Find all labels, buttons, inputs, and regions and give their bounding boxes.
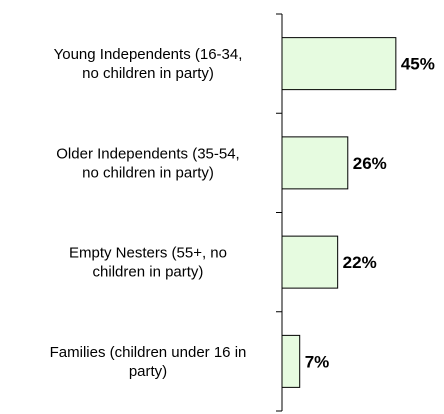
category-label-line: party): [129, 363, 167, 380]
category-label-line: Young Independents (16-34,: [54, 46, 243, 63]
category-label: Empty Nesters (55+, no children in party): [69, 245, 227, 281]
data-label: 22%: [343, 253, 377, 272]
category-label: Families (children under 16 in party): [50, 344, 247, 380]
category-label-line: Empty Nesters (55+, no: [69, 245, 227, 262]
label-layer: 45% Young Independents (16-34, no children…: [50, 46, 435, 380]
category-label-line: children in party): [93, 264, 204, 281]
data-label: 26%: [353, 154, 387, 173]
bar: [281, 136, 349, 190]
category-label: Young Independents (16-34, no children in…: [54, 46, 243, 82]
bar: [281, 235, 339, 289]
bar: [281, 37, 397, 91]
axis-layer: [276, 13, 283, 412]
category-label-line: no children in party): [82, 65, 214, 82]
data-label: 7%: [305, 352, 330, 371]
category-label-line: Families (children under 16 in: [50, 344, 247, 361]
bar: [281, 334, 301, 388]
category-label-line: no children in party): [82, 164, 214, 181]
category-label: Older Independents (35-54, no children in…: [56, 145, 239, 181]
bar-layer: [281, 37, 397, 388]
data-label: 45%: [401, 55, 435, 74]
category-label-line: Older Independents (35-54,: [56, 145, 239, 162]
